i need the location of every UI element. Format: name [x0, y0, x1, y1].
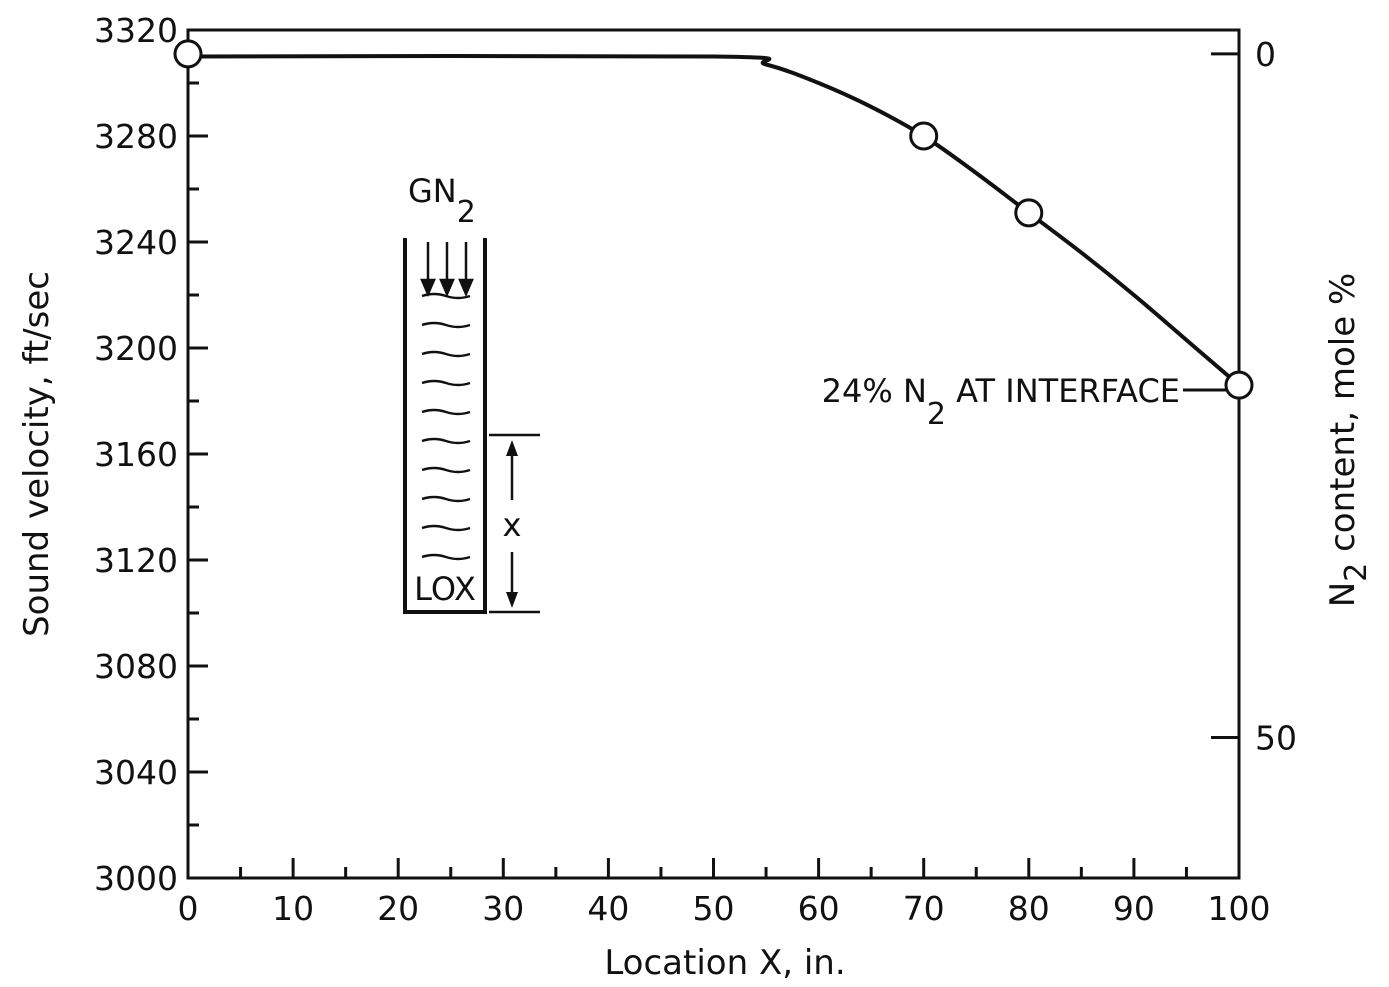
tank-outline — [403, 238, 487, 614]
y2-tick-label: 0 — [1255, 35, 1276, 74]
interface-annotation-sub: 2 — [927, 397, 946, 432]
y2-axis: 0 50 — [1211, 35, 1297, 758]
x-tick-label: 40 — [587, 889, 629, 928]
liquid-line — [421, 292, 471, 300]
liquid-line — [421, 321, 471, 329]
data-point — [173, 39, 203, 69]
interface-annotation-pre: 24% N — [822, 372, 927, 410]
liquid-label: LOX — [414, 570, 476, 608]
liquid-line — [421, 524, 471, 532]
x-tick-label: 30 — [482, 889, 524, 928]
data-point — [909, 121, 939, 151]
liquid-line — [421, 437, 471, 445]
gas-label-base: GN — [408, 172, 457, 210]
series-markers — [173, 39, 1254, 400]
data-point — [1224, 370, 1254, 400]
dimension-label: x — [503, 506, 522, 544]
liquid-line — [421, 466, 471, 474]
gas-label-sub: 2 — [457, 195, 476, 230]
y-tick-label: 3160 — [94, 435, 178, 474]
liquid-line — [421, 495, 471, 503]
x-axis-label: Location X, in. — [604, 943, 845, 983]
x-tick-label: 0 — [178, 889, 199, 928]
y-tick-label: 3320 — [94, 11, 178, 50]
x-tick-label: 60 — [798, 889, 840, 928]
x-tick-label: 70 — [903, 889, 945, 928]
y2-axis-label: N2 content, mole % — [1323, 273, 1374, 608]
x-tick-label: 100 — [1208, 889, 1271, 928]
x-tick-label: 90 — [1113, 889, 1155, 928]
y-axis: 3000 3040 3080 3120 3160 3200 3240 3280 3320 — [94, 11, 208, 898]
x-tick-label: 10 — [272, 889, 314, 928]
y-tick-label: 3240 — [94, 223, 178, 262]
y-tick-label: 3000 — [94, 859, 178, 898]
liquid-line — [421, 408, 471, 416]
y-tick-label: 3080 — [94, 647, 178, 686]
tank-schematic: GN2 LOX x — [403, 172, 540, 614]
y2-label-sub: 2 — [1339, 563, 1374, 582]
y2-label-base: N — [1323, 582, 1363, 607]
liquid-line — [421, 553, 471, 561]
liquid-line — [421, 350, 471, 358]
dimension-arrowhead-down — [506, 592, 518, 608]
gas-label: GN2 — [408, 172, 476, 230]
interface-annotation-post: AT INTERFACE — [946, 372, 1180, 410]
y-tick-label: 3120 — [94, 541, 178, 580]
data-point — [1014, 198, 1044, 228]
dimension-arrowhead-up — [506, 440, 518, 456]
y2-label-rest: content, mole % — [1323, 273, 1363, 563]
liquid-surface-lines — [421, 292, 471, 561]
gas-flow-arrows — [420, 242, 474, 298]
interface-annotation: 24% N2 AT INTERFACE — [822, 372, 1180, 432]
liquid-line — [421, 379, 471, 387]
x-axis: 0 10 20 30 40 50 60 70 80 90 100 — [178, 858, 1271, 928]
y-tick-label: 3280 — [94, 117, 178, 156]
y2-tick-label: 50 — [1255, 719, 1297, 758]
y-axis-label: Sound velocity, ft/sec — [17, 271, 57, 637]
x-tick-label: 20 — [377, 889, 419, 928]
x-tick-label: 80 — [1008, 889, 1050, 928]
x-tick-label: 50 — [693, 889, 735, 928]
y-tick-label: 3040 — [94, 753, 178, 792]
y-tick-label: 3200 — [94, 329, 178, 368]
